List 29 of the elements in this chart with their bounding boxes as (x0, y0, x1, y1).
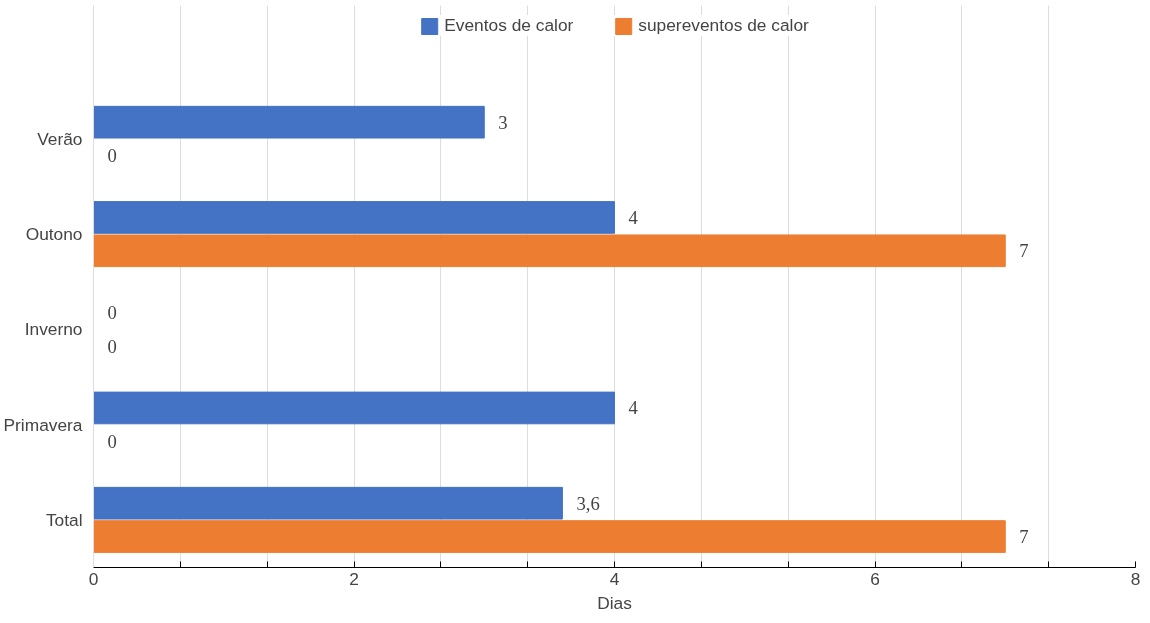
y-tick-label: Total (45, 509, 83, 530)
bar (93, 520, 1006, 553)
x-tick-label: 0 (88, 568, 99, 589)
x-tick-label: 6 (870, 568, 880, 589)
data-label: 0 (107, 302, 117, 324)
y-tick-label: Outono (25, 224, 83, 245)
data-label: 4 (628, 206, 639, 228)
x-tick-label: 8 (1130, 568, 1141, 589)
bar (93, 105, 485, 139)
legend-label: supereventos de calor (638, 15, 809, 36)
data-label: 7 (1019, 526, 1029, 548)
data-label: 0 (107, 335, 117, 357)
legend-label: Eventos de calor (444, 15, 574, 36)
y-tick-label: Inverno (24, 319, 83, 340)
x-tick-label: 4 (609, 568, 620, 589)
data-label: 0 (107, 145, 117, 167)
bar (93, 234, 1006, 268)
bar (93, 201, 615, 234)
bar (93, 391, 615, 425)
y-tick-label: Primavera (3, 414, 83, 435)
bar (93, 486, 563, 520)
data-label: 3 (498, 111, 508, 133)
data-label: 4 (628, 397, 639, 419)
data-label: 7 (1019, 240, 1029, 262)
data-label: 3,6 (576, 492, 600, 514)
data-label: 0 (107, 430, 117, 452)
x-tick-label: 2 (349, 568, 359, 589)
y-tick-label: Verão (37, 128, 83, 149)
x-axis-title: Dias (597, 592, 633, 613)
